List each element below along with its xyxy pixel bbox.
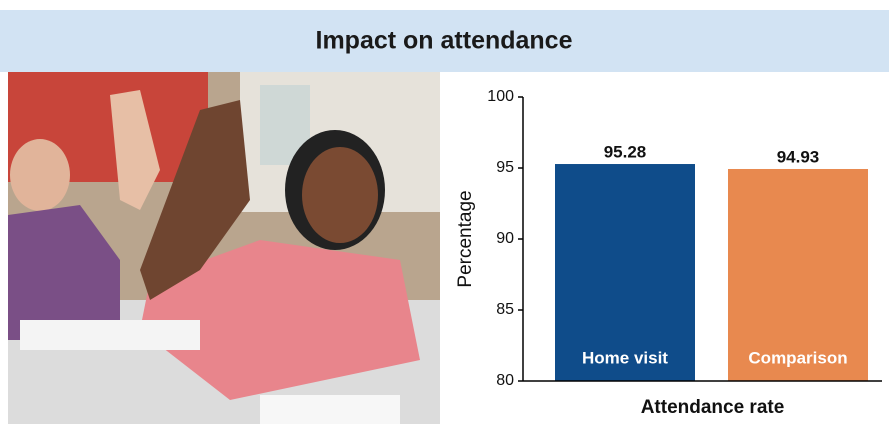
- bar: [555, 164, 695, 381]
- x-axis-label: Attendance rate: [641, 397, 785, 418]
- y-tick-label: 80: [496, 372, 514, 389]
- bar: [728, 168, 868, 381]
- chart-title: Impact on attendance: [316, 27, 573, 55]
- y-axis-label: Percentage: [455, 190, 476, 287]
- title-banner: [0, 10, 889, 72]
- photo: [8, 72, 440, 424]
- y-tick-label: 90: [496, 230, 514, 247]
- y-tick-label: 85: [496, 301, 514, 318]
- value-label: 94.93: [777, 147, 820, 166]
- value-label: 95.28: [604, 143, 647, 162]
- category-label: Comparison: [748, 348, 847, 367]
- y-tick-label: 100: [487, 88, 514, 105]
- y-tick-label: 95: [496, 159, 514, 176]
- category-label: Home visit: [582, 348, 668, 367]
